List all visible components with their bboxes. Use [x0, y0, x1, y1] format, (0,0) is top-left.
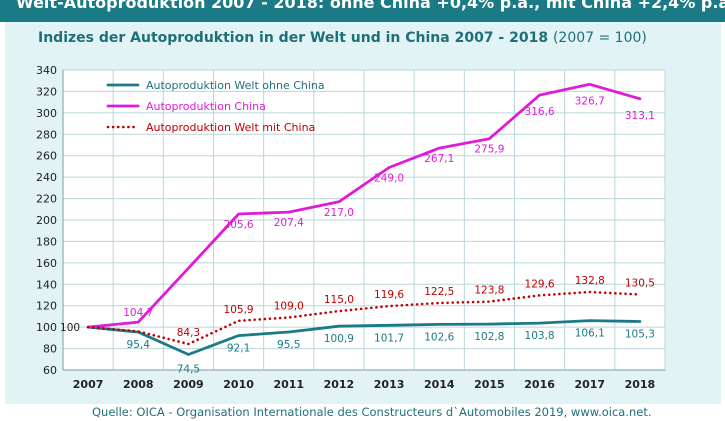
y-tick-label: 140	[36, 278, 57, 291]
data-label: 95,5	[277, 339, 300, 351]
data-label: 102,6	[424, 331, 454, 343]
data-label: 100	[60, 322, 80, 334]
y-tick-label: 80	[43, 343, 57, 356]
data-label: 249,0	[374, 173, 404, 185]
data-label: 105,3	[625, 328, 655, 340]
legend-label: Autoproduktion Welt ohne China	[146, 79, 325, 92]
data-label: 74,5	[177, 363, 200, 375]
y-tick-label: 160	[36, 257, 57, 270]
x-tick-label: 2016	[524, 378, 555, 391]
x-tick-label: 2017	[574, 378, 605, 391]
data-label: 129,6	[525, 278, 555, 290]
y-tick-label: 180	[36, 235, 57, 248]
data-label: 119,6	[374, 289, 404, 301]
x-tick-label: 2014	[424, 378, 455, 391]
data-label: 109,0	[274, 301, 304, 313]
data-label: 102,8	[474, 331, 504, 343]
y-tick-label: 280	[36, 128, 57, 141]
y-tick-label: 300	[36, 107, 57, 120]
data-label: 217,0	[324, 207, 354, 219]
x-tick-label: 2018	[625, 378, 656, 391]
data-label: 313,1	[625, 110, 655, 122]
y-tick-label: 240	[36, 171, 57, 184]
series-line-1	[86, 82, 642, 329]
chart-subtitle: (2007 = 100)	[552, 30, 647, 46]
data-label: 130,5	[625, 277, 655, 289]
data-label: 207,4	[274, 217, 304, 229]
data-label: 115,0	[324, 294, 354, 306]
y-tick-label: 60	[43, 364, 57, 377]
legend-label: Autoproduktion China	[146, 100, 266, 113]
chart-title: Indizes der Autoproduktion in der Welt u…	[38, 30, 647, 46]
data-label: 100,9	[324, 333, 354, 345]
data-label: 267,1	[424, 153, 454, 165]
x-tick-label: 2008	[123, 378, 154, 391]
y-tick-label: 200	[36, 214, 57, 227]
y-tick-label: 120	[36, 300, 57, 313]
source-note: Quelle: OICA - Organisation Internationa…	[92, 405, 652, 419]
x-tick-label: 2010	[223, 378, 254, 391]
data-label: 104,7	[123, 307, 153, 319]
data-label: 84,3	[177, 327, 200, 339]
chart-title-main: Indizes der Autoproduktion in der Welt u…	[38, 30, 549, 46]
data-label: 326,7	[575, 95, 605, 107]
y-tick-label: 100	[36, 321, 57, 334]
x-tick-label: 2011	[273, 378, 304, 391]
legend-label: Autoproduktion Welt mit China	[146, 121, 315, 134]
x-tick-label: 2009	[173, 378, 204, 391]
series-line-0	[86, 319, 642, 356]
x-tick-label: 2013	[374, 378, 405, 391]
data-label: 316,6	[525, 106, 555, 118]
data-label: 122,5	[424, 286, 454, 298]
data-label: 103,8	[525, 330, 555, 342]
data-label: 95,4	[127, 339, 151, 351]
data-label: 132,8	[575, 275, 605, 287]
series-line-2	[86, 290, 642, 346]
x-tick-label: 2012	[324, 378, 355, 391]
data-label: 275,9	[474, 144, 504, 156]
data-label: 105,9	[224, 304, 254, 316]
y-tick-label: 340	[36, 64, 57, 77]
data-label: 92,1	[227, 343, 250, 355]
data-label: 205,6	[224, 219, 254, 231]
data-label: 106,1	[575, 328, 605, 340]
banner-title: Welt-Autoproduktion 2007 - 2018: ohne Ch…	[0, 0, 725, 22]
y-tick-label: 260	[36, 150, 57, 163]
y-tick-label: 320	[36, 85, 57, 98]
data-label: 123,8	[474, 285, 504, 297]
data-label: 101,7	[374, 332, 404, 344]
y-tick-label: 220	[36, 193, 57, 206]
x-tick-label: 2007	[73, 378, 104, 391]
x-tick-label: 2015	[474, 378, 505, 391]
